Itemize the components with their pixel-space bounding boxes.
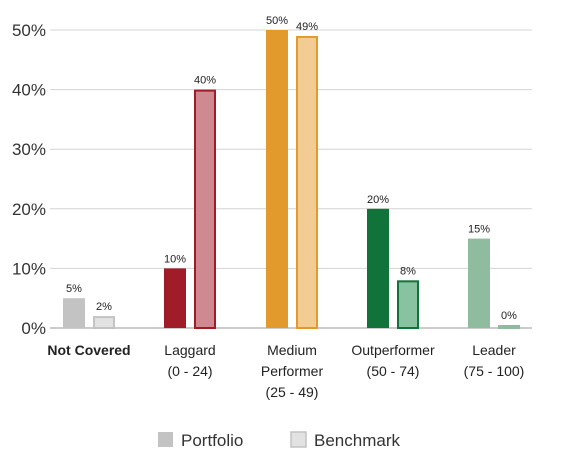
x-tick-label-line: Laggard (164, 342, 215, 358)
x-tick-label-line: (25 - 49) (266, 384, 319, 400)
legend-label: Portfolio (181, 431, 243, 450)
x-tick-label-line: (0 - 24) (167, 363, 212, 379)
legend: Portfolio Benchmark (158, 431, 400, 450)
x-tick-label: Medium Performer (25 - 49) (261, 342, 324, 400)
portfolio-bar (468, 238, 490, 328)
x-tick-label: Laggard (0 - 24) (164, 342, 215, 379)
benchmark-bar (498, 325, 520, 329)
x-tick-label-line: Medium (267, 342, 317, 358)
benchmark-data-label: 8% (400, 265, 416, 277)
bars: 5% 2% 10% 40% 50% 49% 20% 8% 15% 0% (63, 15, 520, 330)
portfolio-data-label: 20% (367, 194, 389, 206)
portfolio-data-label: 10% (164, 253, 186, 265)
benchmark-bar (296, 35, 318, 330)
x-tick-label: Leader (75 - 100) (464, 342, 525, 379)
x-tick-label-line: (50 - 74) (367, 363, 420, 379)
benchmark-bar (93, 316, 115, 329)
y-tick-label: 30% (12, 140, 46, 159)
x-tick-label-line: Performer (261, 363, 324, 379)
x-axis: Not Covered Laggard (0 - 24) Medium Performe… (47, 342, 524, 400)
portfolio-data-label: 5% (66, 283, 82, 295)
legend-label: Benchmark (314, 431, 400, 450)
x-tick-label: Not Covered (47, 342, 130, 358)
y-tick-label: 0% (21, 319, 46, 338)
x-tick-label-line: Not Covered (47, 342, 130, 358)
benchmark-bar (397, 280, 419, 330)
x-tick-label-line: Outperformer (351, 342, 435, 358)
y-tick-label: 10% (12, 259, 46, 278)
benchmark-data-label: 49% (296, 21, 318, 33)
portfolio-bar (367, 208, 389, 328)
benchmark-data-label: 0% (501, 310, 517, 322)
portfolio-data-label: 50% (266, 15, 288, 27)
portfolio-bar (164, 268, 186, 328)
portfolio-bar (266, 30, 288, 328)
y-tick-label: 20% (12, 200, 46, 219)
benchmark-data-label: 2% (96, 301, 112, 313)
y-tick-label: 50% (12, 21, 46, 40)
legend-swatch (158, 432, 173, 447)
legend-swatch (290, 431, 307, 448)
x-tick-label-line: (75 - 100) (464, 363, 525, 379)
portfolio-bar (63, 298, 85, 328)
gridlines (50, 29, 532, 329)
portfolio-data-label: 15% (468, 224, 490, 236)
x-tick-label: Outperformer (50 - 74) (351, 342, 435, 379)
benchmark-bar (194, 89, 216, 329)
y-tick-label: 40% (12, 81, 46, 100)
benchmark-data-label: 40% (194, 75, 216, 87)
y-axis: 0% 10% 20% 30% 40% 50% (12, 21, 46, 338)
x-tick-label-line: Leader (472, 342, 516, 358)
